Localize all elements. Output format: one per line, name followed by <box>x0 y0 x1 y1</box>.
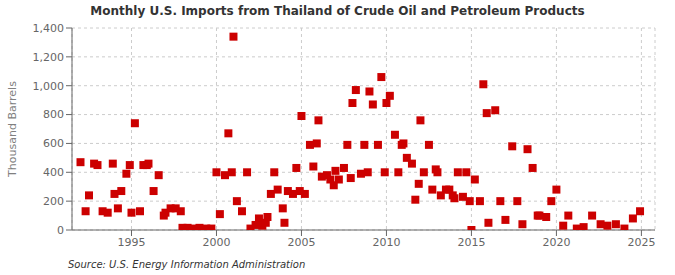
svg-text:Thousand Barrels: Thousand Barrels <box>8 81 19 178</box>
svg-text:2005: 2005 <box>287 236 315 249</box>
svg-text:1,200: 1,200 <box>33 51 65 64</box>
html-text:Monthly U.S. Imports from Thai: Monthly U.S. Imports from Thailand of Cr… <box>90 4 585 18</box>
svg-text:2010: 2010 <box>372 236 400 249</box>
svg-text:800: 800 <box>43 108 64 121</box>
svg-text:1,400: 1,400 <box>33 22 65 35</box>
svg-text:600: 600 <box>43 137 64 150</box>
svg-text:2000: 2000 <box>202 236 230 249</box>
svg-text:1,000: 1,000 <box>33 80 65 93</box>
svg-text:2025: 2025 <box>627 236 655 249</box>
svg-text:2015: 2015 <box>457 236 485 249</box>
svg-text:0: 0 <box>57 224 64 237</box>
svg-text:200: 200 <box>43 195 64 208</box>
svg-text:1995: 1995 <box>117 236 145 249</box>
html-text:Source: U.S. Energy Informatio: Source: U.S. Energy Information Administ… <box>68 259 306 270</box>
svg-text:400: 400 <box>43 166 64 179</box>
svg-text:2020: 2020 <box>542 236 570 249</box>
